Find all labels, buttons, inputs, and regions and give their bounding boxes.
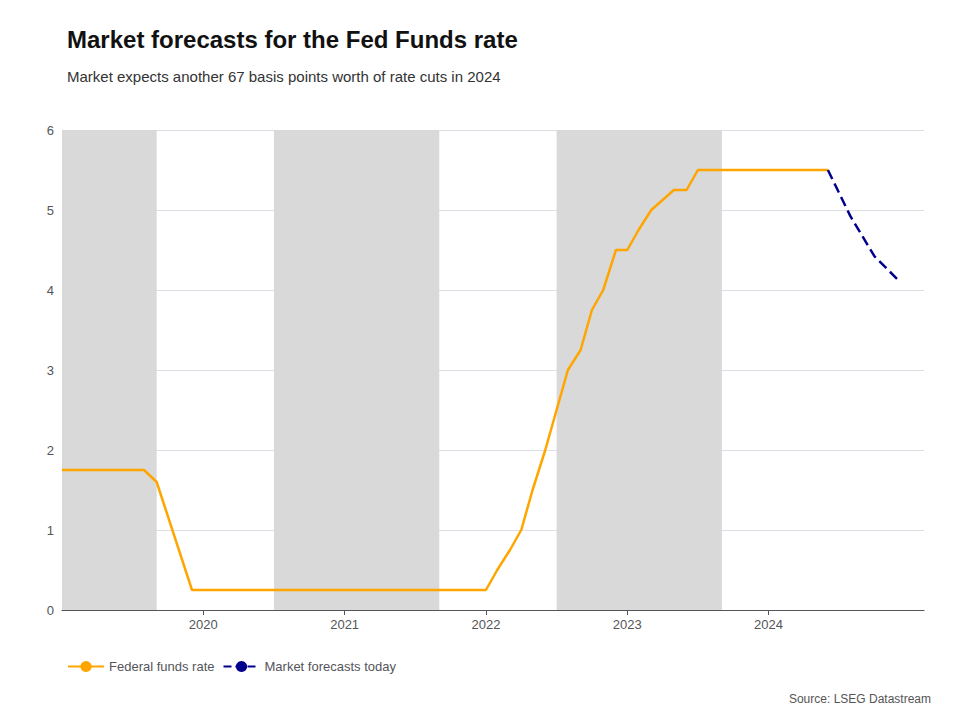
svg-text:Federal funds rate: Federal funds rate <box>109 659 215 674</box>
svg-text:2023: 2023 <box>613 617 642 632</box>
svg-text:2024: 2024 <box>754 617 783 632</box>
svg-text:Market forecasts today: Market forecasts today <box>265 659 397 674</box>
svg-text:3: 3 <box>47 363 54 378</box>
svg-text:2021: 2021 <box>330 617 359 632</box>
svg-text:0: 0 <box>47 603 54 618</box>
svg-text:4: 4 <box>47 283 54 298</box>
svg-text:Source: LSEG Datastream: Source: LSEG Datastream <box>789 692 931 706</box>
svg-text:6: 6 <box>47 123 54 138</box>
svg-text:5: 5 <box>47 203 54 218</box>
svg-text:2: 2 <box>47 443 54 458</box>
svg-text:2022: 2022 <box>471 617 500 632</box>
svg-text:Market forecasts for the Fed F: Market forecasts for the Fed Funds rate <box>67 26 518 53</box>
svg-text:Market expects another 67 basi: Market expects another 67 basis points w… <box>67 68 501 85</box>
svg-text:1: 1 <box>47 523 54 538</box>
svg-text:2020: 2020 <box>189 617 218 632</box>
